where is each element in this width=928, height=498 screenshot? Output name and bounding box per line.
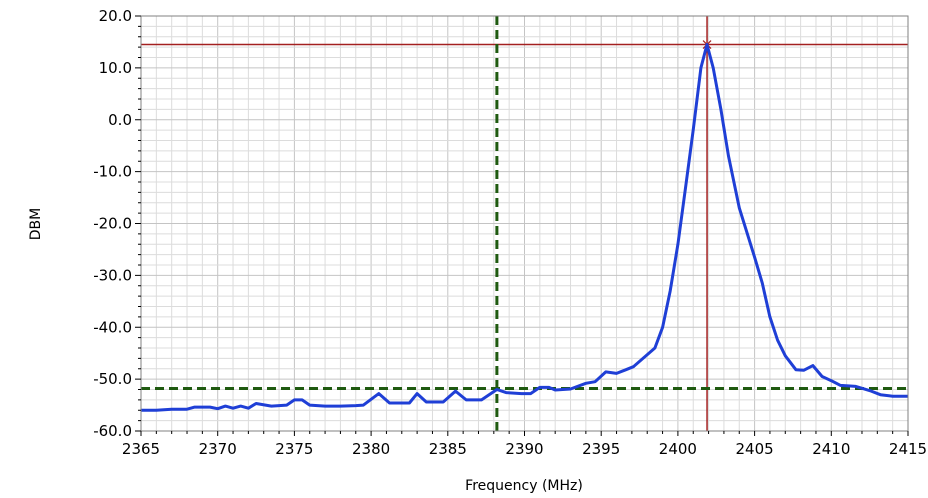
y-tick-label: 0.0 [108,111,132,129]
x-tick-label: 2380 [352,440,390,458]
x-tick-label: 2370 [199,440,237,458]
grid-lines [141,16,908,431]
y-tick-label: -60.0 [93,422,132,440]
x-tick-label: 2365 [122,440,160,458]
tick-marks [135,15,909,436]
x-tick-label: 2395 [582,440,620,458]
x-tick-label: 2400 [659,440,697,458]
y-tick-label: 10.0 [99,59,132,77]
x-axis-title: Frequency (MHz) [465,478,583,494]
x-tick-label: 2415 [889,440,927,458]
x-tick-label: 2390 [505,440,543,458]
y-axis-title: DBM [28,208,44,240]
x-tick-label: 2385 [429,440,467,458]
x-tick-labels: 2365 2370 2375 2380 2385 2390 2395 2400 2405 2410… [122,440,927,458]
y-tick-label: -40.0 [93,318,132,336]
x-tick-label: 2375 [275,440,313,458]
y-tick-label: -30.0 [93,266,132,284]
y-tick-label: -50.0 [93,370,132,388]
y-tick-label: -20.0 [93,215,132,233]
series-layer [141,43,908,412]
series-line-0 [141,43,908,412]
y-tick-labels: 20.0 10.0 0.0 -10.0 -20.0 -30.0 -40.0 -50.0 -60.… [93,7,132,440]
x-tick-label: 2405 [736,440,774,458]
cursor-lines [141,16,908,431]
y-tick-label: 20.0 [99,7,132,25]
y-tick-label: -10.0 [93,163,132,181]
x-tick-label: 2410 [812,440,850,458]
